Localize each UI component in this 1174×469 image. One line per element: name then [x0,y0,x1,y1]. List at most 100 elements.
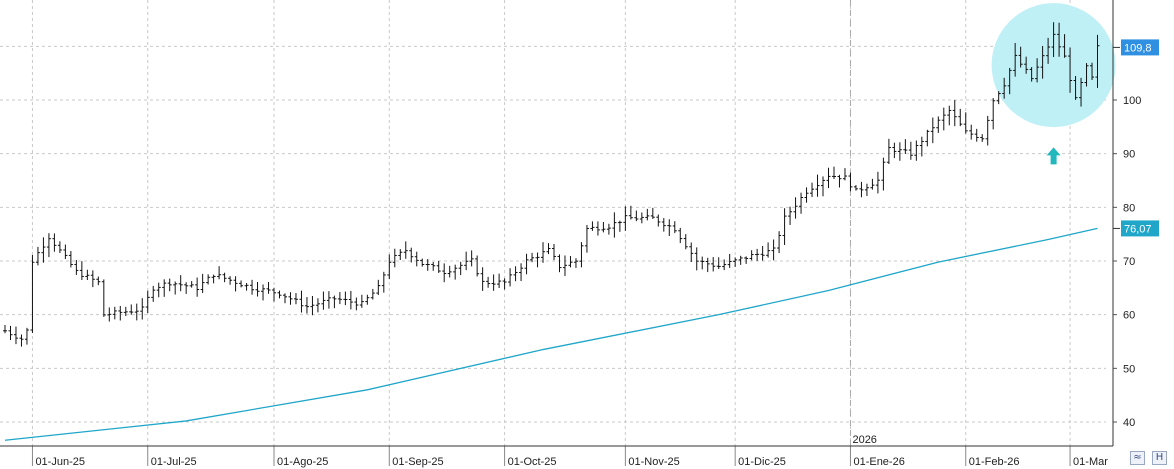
ohlc-bar [799,192,804,214]
ohlc-bar [777,231,782,254]
ohlc-bar [1051,22,1056,58]
x-tick-label: 01-Mar [1073,456,1108,468]
ohlc-bar [272,287,277,302]
x-tick-label: 01-Feb-26 [969,456,1020,468]
ohlc-bar [447,265,452,278]
year-separator: 2026 [849,0,877,446]
ohlc-bar [963,112,968,134]
ohlc-bar [617,220,622,232]
ohlc-bar [195,277,200,297]
ohlc-bar [85,269,90,281]
ohlc-bar [90,270,95,288]
x-tick-label: 01-Sep-25 [392,456,443,468]
y-tick-label: 90 [1123,149,1135,161]
ohlc-bar [941,107,946,131]
ohlc-bar [118,305,123,321]
ohlc-bar [63,244,68,260]
ohlc-bar [250,279,255,295]
ohlc-bar [151,285,156,302]
y-tick-label: 80 [1123,202,1135,214]
ohlc-bar [1040,45,1045,79]
ohlc-bar [68,251,73,268]
ohlc-bar [370,288,375,300]
ohlc-bar [568,256,573,268]
ohlc-bar [788,206,793,225]
ohlc-bar [1057,22,1062,57]
ohlc-bar [870,178,875,190]
ohlc-bar [1090,62,1095,81]
ohlc-bar [952,100,957,127]
ohlc-bar [524,253,529,275]
ohlc-bar [1073,76,1078,100]
ohlc-bar [579,242,584,268]
ohlc-bar [853,185,858,191]
ohlc-bar [293,293,298,305]
ohlc-bar [19,334,24,347]
ohlc-bar [985,115,990,146]
ohlc-bar [826,167,831,189]
ohlc-bar [321,291,326,310]
x-tick-label: 01-Nov-25 [628,456,679,468]
ohlc-bar [129,304,134,315]
ohlc-bar [288,292,293,305]
ohlc-bar [173,281,178,295]
ohlc-bar [722,259,727,271]
moving-average-line [4,227,1098,441]
ohlc-bar [156,282,161,298]
ohlc-bar [239,280,244,288]
ohlc-bar [414,251,419,267]
ohlc-bar [74,259,79,275]
ohlc-bar [310,295,315,316]
ohlc-bar [689,242,694,262]
save-icon[interactable]: H [1152,451,1167,465]
ohlc-bar [980,134,985,142]
ohlc-bar [332,295,337,309]
last-price-label-text: 109,8 [1124,42,1152,54]
ohlc-bar [925,129,930,147]
ohlc-bar [672,221,677,234]
ohlc-bar [1013,42,1018,77]
ohlc-bar [304,297,309,314]
ohlc-bar [35,246,40,266]
ohlc-bar [842,168,847,181]
ohlc-bar [41,237,46,263]
ohlc-bar [546,243,551,255]
ohlc-bar [552,243,556,261]
ohlc-bar [189,281,194,288]
ohlc-bar [162,279,167,297]
ohlc-bar [206,274,211,285]
ohlc-bar [409,247,414,263]
ohlc-bar [881,157,886,191]
ohlc-bar [480,267,485,291]
x-tick-label: 01-Oct-25 [508,456,557,468]
ohlc-bar [606,223,611,235]
ohlc-bar [1035,58,1040,83]
ohlc-bar [167,278,172,292]
x-tick-label: 01-Ago-25 [277,456,328,468]
ohlc-bar [969,124,974,140]
ohlc-bar [299,290,304,313]
ohlc-bar [255,282,260,297]
ohlc-bar [848,172,853,192]
ohlc-bar [760,245,765,261]
ohlc-bar [716,257,721,270]
ohlc-bar [974,128,979,142]
ohlc-bar [919,136,924,157]
ohlc-bar [52,233,57,252]
ohlc-bar [1007,67,1012,95]
ohlc-bar [178,275,183,292]
ohlc-bar [211,274,216,284]
ohlc-bar [661,218,666,232]
ohlc-bar [491,274,496,291]
y-tick-label: 70 [1123,256,1135,268]
ohlc-bar [46,233,51,258]
y-tick-label: 50 [1123,363,1135,375]
last-price-label-bg [1121,39,1159,56]
ohlc-bar [711,257,716,272]
ohlc-bar [930,117,935,144]
ohlc-bar [694,247,699,271]
scale-toggle-button[interactable]: ≈ [1130,451,1145,465]
ohlc-bar [738,255,743,265]
ohlc-bar [623,206,628,231]
